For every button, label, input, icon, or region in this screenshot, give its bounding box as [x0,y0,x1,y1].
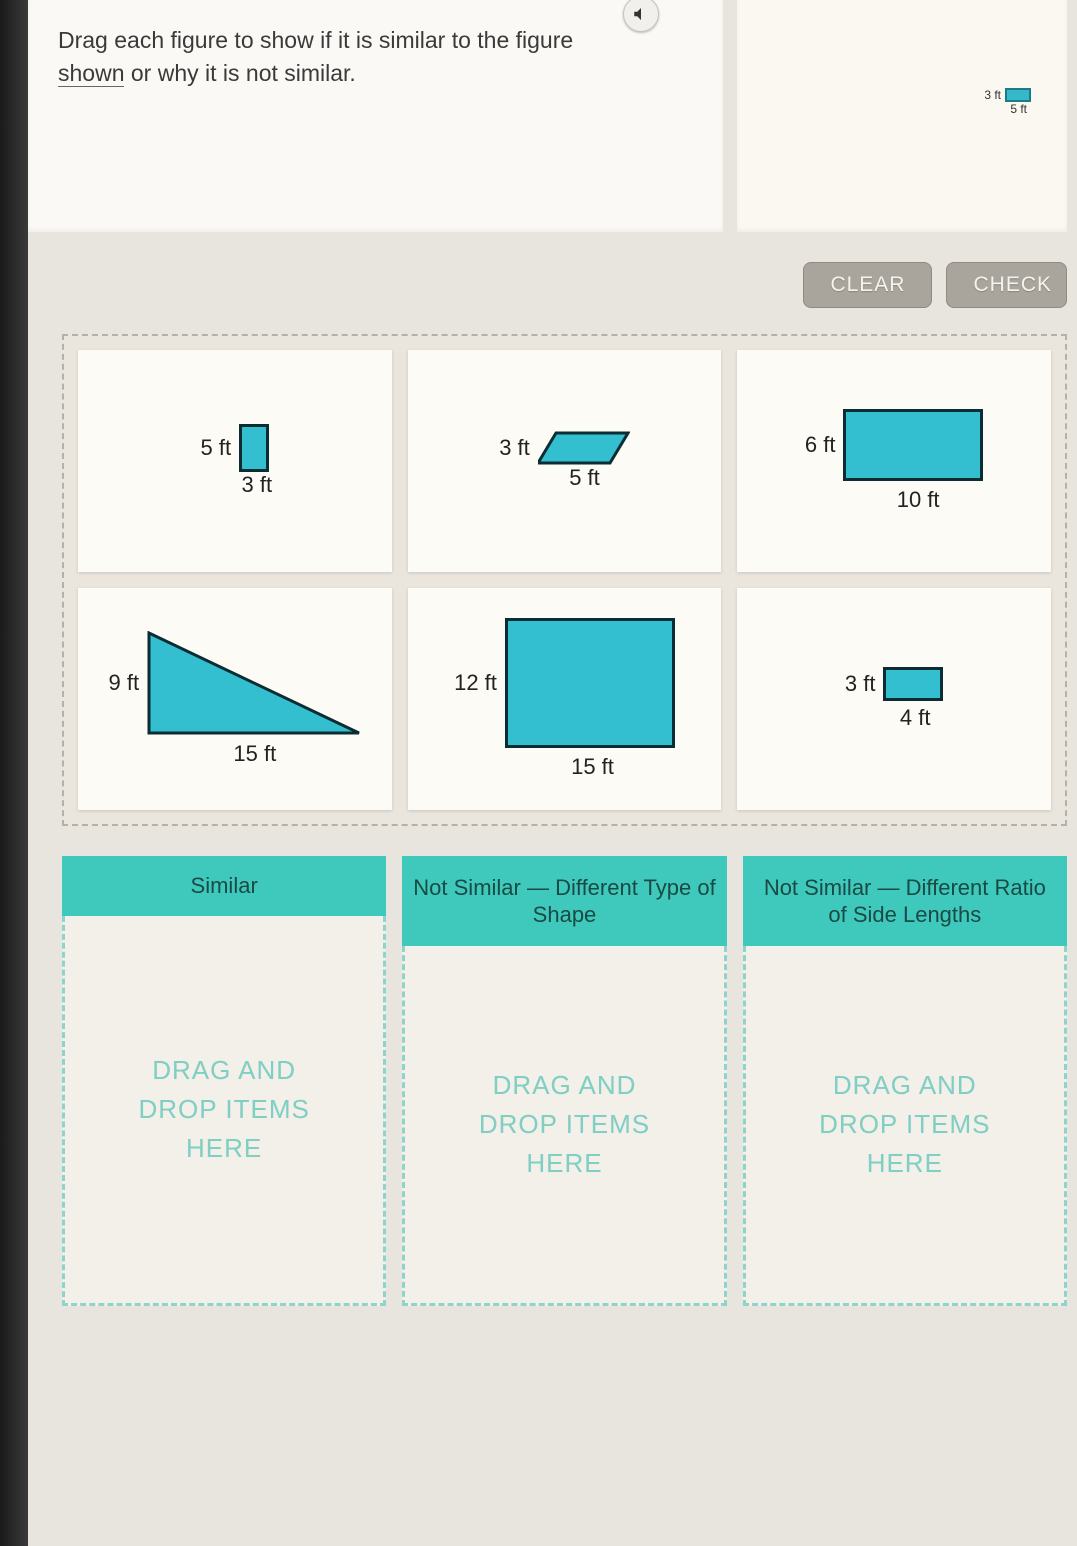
reference-panel: 3 ft 5 ft [737,0,1067,232]
tile3-side-label: 6 ft [805,432,836,458]
reference-figure: 3 ft 5 ft [984,88,1031,116]
draggable-tiles-area: 5 ft 3 ft 3 ft 5 ft 6 [62,334,1067,826]
figure-tile-5[interactable]: 12 ft 15 ft [408,588,722,810]
tile3-bottom-label: 10 ft [897,487,940,513]
check-button[interactable]: CHECK [946,262,1067,308]
speaker-icon [632,5,650,23]
action-buttons: CLEAR CHECK [28,232,1077,334]
drop-placeholder-1: DRAG ANDDROP ITEMSHERE [139,1051,310,1168]
figure-tile-2[interactable]: 3 ft 5 ft [408,350,722,572]
drop-zones-row: Similar DRAG ANDDROP ITEMSHERE Not Simil… [62,856,1067,1306]
drop-col-similar: Similar DRAG ANDDROP ITEMSHERE [62,856,386,1306]
tile1-shape [239,424,269,472]
drop-header-diff-shape: Not Similar — Different Type of Shape [402,856,726,946]
tile5-side-label: 12 ft [454,670,497,696]
prompt-line2-rest: or why it is not similar. [124,60,355,86]
prompt-line1: Drag each figure to show if it is simila… [58,27,573,53]
figure-tile-1[interactable]: 5 ft 3 ft [78,350,392,572]
tile1-bottom-label: 3 ft [242,472,273,498]
tile1-side-label: 5 ft [201,435,232,461]
tile6-bottom-label: 4 ft [900,705,931,731]
drop-zone-diff-shape[interactable]: DRAG ANDDROP ITEMSHERE [402,946,726,1306]
drop-placeholder-3: DRAG ANDDROP ITEMSHERE [819,1066,990,1183]
device-edge [0,0,28,1546]
tile5-shape [505,618,675,748]
drop-header-diff-ratio: Not Similar — Different Ratio of Side Le… [743,856,1067,946]
ref-bottom-label: 5 ft [1010,102,1027,116]
tile2-bottom-label: 5 ft [569,465,600,491]
figure-tile-4[interactable]: 9 ft 15 ft [78,588,392,810]
drop-header-similar: Similar [62,856,386,916]
drop-col-diff-shape: Not Similar — Different Type of Shape DR… [402,856,726,1306]
tile4-shape [147,631,361,735]
tile3-shape [843,409,983,481]
tile2-shape [538,431,630,465]
tile5-bottom-label: 15 ft [571,754,614,780]
tile6-side-label: 3 ft [845,671,876,697]
drop-col-diff-ratio: Not Similar — Different Ratio of Side Le… [743,856,1067,1306]
clear-button[interactable]: CLEAR [803,262,932,308]
figure-tile-3[interactable]: 6 ft 10 ft [737,350,1051,572]
ref-side-label: 3 ft [984,88,1001,102]
drop-zone-similar[interactable]: DRAG ANDDROP ITEMSHERE [62,916,386,1306]
tile4-side-label: 9 ft [109,670,140,696]
tile2-side-label: 3 ft [499,435,530,461]
figure-tile-6[interactable]: 3 ft 4 ft [737,588,1051,810]
prompt-panel: Drag each figure to show if it is simila… [28,0,723,232]
drop-placeholder-2: DRAG ANDDROP ITEMSHERE [479,1066,650,1183]
drop-zone-diff-ratio[interactable]: DRAG ANDDROP ITEMSHERE [743,946,1067,1306]
shown-word: shown [58,60,124,87]
tile4-bottom-label: 15 ft [233,741,276,767]
top-row: Drag each figure to show if it is simila… [28,0,1077,232]
reference-rectangle [1005,88,1031,102]
prompt-text: Drag each figure to show if it is simila… [58,24,693,91]
content-area: Drag each figure to show if it is simila… [28,0,1077,1546]
tile6-shape [883,667,943,701]
